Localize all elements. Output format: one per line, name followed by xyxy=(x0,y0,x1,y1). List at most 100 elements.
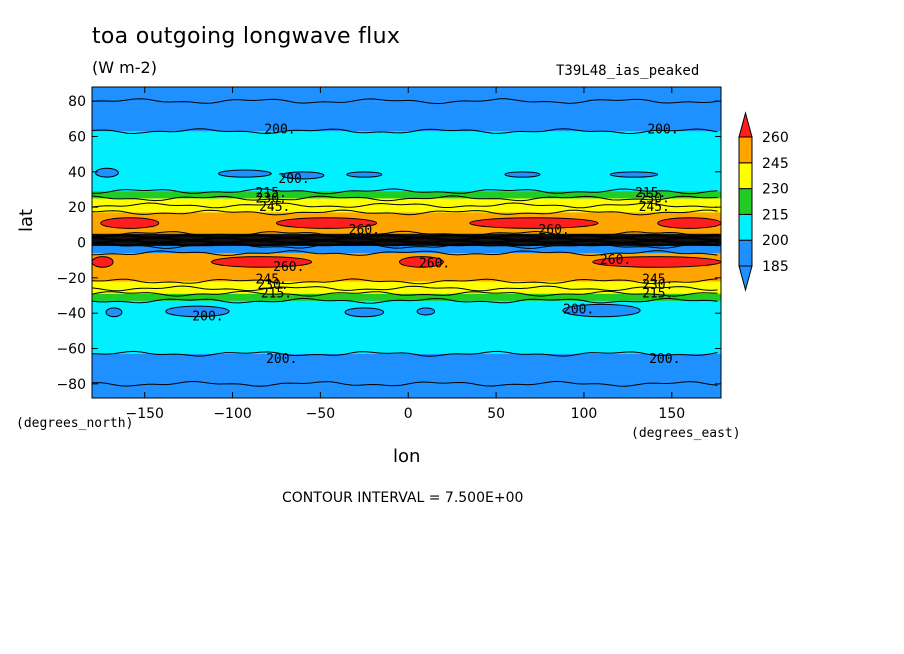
contour-line xyxy=(92,234,720,239)
y-tick-label: 20 xyxy=(68,200,86,216)
contour-label: 230. xyxy=(639,191,670,206)
zonal-band xyxy=(92,281,721,289)
colorbar-level-label: 230 xyxy=(762,182,789,198)
contour-line xyxy=(92,285,718,292)
contour-label: 245. xyxy=(639,200,670,215)
contour-label: 215. xyxy=(261,287,292,302)
contour-label: 200. xyxy=(563,303,594,318)
colorbar-arrow-top xyxy=(738,111,753,138)
colorbar-segment xyxy=(738,162,753,190)
chart-title: toa outgoing longwave flux xyxy=(92,24,401,49)
contour-line xyxy=(92,290,718,297)
contour-label: 200. xyxy=(278,172,309,187)
x-tick-label: 150 xyxy=(658,406,685,422)
y-tick-label: 40 xyxy=(68,165,86,181)
contour-interval-note: CONTOUR INTERVAL = 7.500E+00 xyxy=(282,490,524,506)
cold-patch xyxy=(346,171,383,178)
colorbar-level-label: 245 xyxy=(762,156,789,172)
contour-label: 200. xyxy=(192,310,223,325)
contour-line xyxy=(92,98,718,105)
contour-line xyxy=(92,128,718,135)
contour-label: 260. xyxy=(419,257,450,272)
x-tick-label: −150 xyxy=(125,406,163,422)
plot-field xyxy=(92,87,721,398)
contour-label: 230. xyxy=(257,278,288,293)
contour-label: 260. xyxy=(349,223,380,238)
contour-line xyxy=(92,188,718,195)
contour-label: 200. xyxy=(266,352,297,367)
colorbar-level-label: 215 xyxy=(762,207,789,223)
zonal-band xyxy=(92,383,721,398)
x-tick-label: −50 xyxy=(306,406,336,422)
contour-line xyxy=(92,350,718,357)
zonal-band xyxy=(92,246,721,254)
warm-patch xyxy=(210,256,313,268)
cold-patch xyxy=(95,167,119,178)
contour-line xyxy=(92,250,718,257)
colorbar-level-label: 260 xyxy=(762,130,789,146)
contour-label: 260. xyxy=(273,260,304,275)
warm-patch xyxy=(592,256,721,268)
x-tick-label: −100 xyxy=(213,406,251,422)
contour-label: 215. xyxy=(256,186,287,201)
cold-patch xyxy=(609,171,659,178)
x-axis-label: lon xyxy=(393,446,421,467)
contour-line xyxy=(92,209,718,216)
zonal-band xyxy=(92,293,721,301)
cold-patch xyxy=(504,171,541,178)
contour-line xyxy=(92,242,720,247)
contour-label: 215. xyxy=(635,186,666,201)
x-tick-label: 0 xyxy=(404,406,413,422)
y-tick-label: 60 xyxy=(68,129,86,145)
warm-patch xyxy=(469,217,599,229)
warm-patch xyxy=(100,217,160,229)
y-tick-label: −60 xyxy=(56,342,86,358)
colorbar-segment xyxy=(738,188,753,215)
zonal-band xyxy=(92,101,721,132)
x-tick-label: 50 xyxy=(487,406,505,422)
experiment-label: T39L48_ias_peaked xyxy=(556,63,700,79)
contour-label: 200. xyxy=(264,122,295,137)
cold-patch xyxy=(416,307,436,316)
contour-label: 245. xyxy=(256,273,287,288)
contour-label: 230. xyxy=(256,191,287,206)
y-tick-label: 0 xyxy=(77,236,86,252)
contour-line xyxy=(92,195,718,202)
contour-label: 215. xyxy=(642,287,673,302)
colorbar-arrow-bottom xyxy=(738,265,753,292)
zonal-band xyxy=(92,198,721,206)
colorbar-segment xyxy=(738,239,753,267)
colorbar-level-label: 185 xyxy=(762,259,789,275)
cold-patch xyxy=(344,307,385,318)
warm-patch xyxy=(398,256,444,268)
y-tick-label: −80 xyxy=(56,377,86,393)
contour-line xyxy=(92,202,718,209)
zonal-band xyxy=(92,131,721,192)
x-tick-label: 100 xyxy=(571,406,598,422)
cold-patch xyxy=(218,169,272,178)
zonal-band xyxy=(92,191,721,199)
zonal-band xyxy=(92,87,721,102)
zonal-band xyxy=(92,205,721,213)
contour-label: 230. xyxy=(642,278,673,293)
colorbar-segment xyxy=(738,136,753,164)
y-tick-label: −40 xyxy=(56,306,86,322)
contour-line xyxy=(92,278,718,285)
contour-line xyxy=(92,297,718,304)
colorbar-level-label: 200 xyxy=(762,233,789,249)
contour-label: 200. xyxy=(647,122,678,137)
y-axis-units: (degrees_north) xyxy=(16,416,134,431)
warm-patch xyxy=(92,256,114,268)
contour-label: 200. xyxy=(649,352,680,367)
zonal-band xyxy=(92,212,721,234)
contour-line xyxy=(92,380,718,387)
cold-patch xyxy=(562,303,641,318)
contour-label: 245. xyxy=(259,200,290,215)
zonal-band xyxy=(92,288,721,294)
warm-patch xyxy=(275,217,378,229)
y-tick-label: 80 xyxy=(68,94,86,110)
contour-label: 245. xyxy=(642,273,673,288)
x-axis-units: (degrees_east) xyxy=(631,426,741,441)
contour-label: 260. xyxy=(600,253,631,268)
